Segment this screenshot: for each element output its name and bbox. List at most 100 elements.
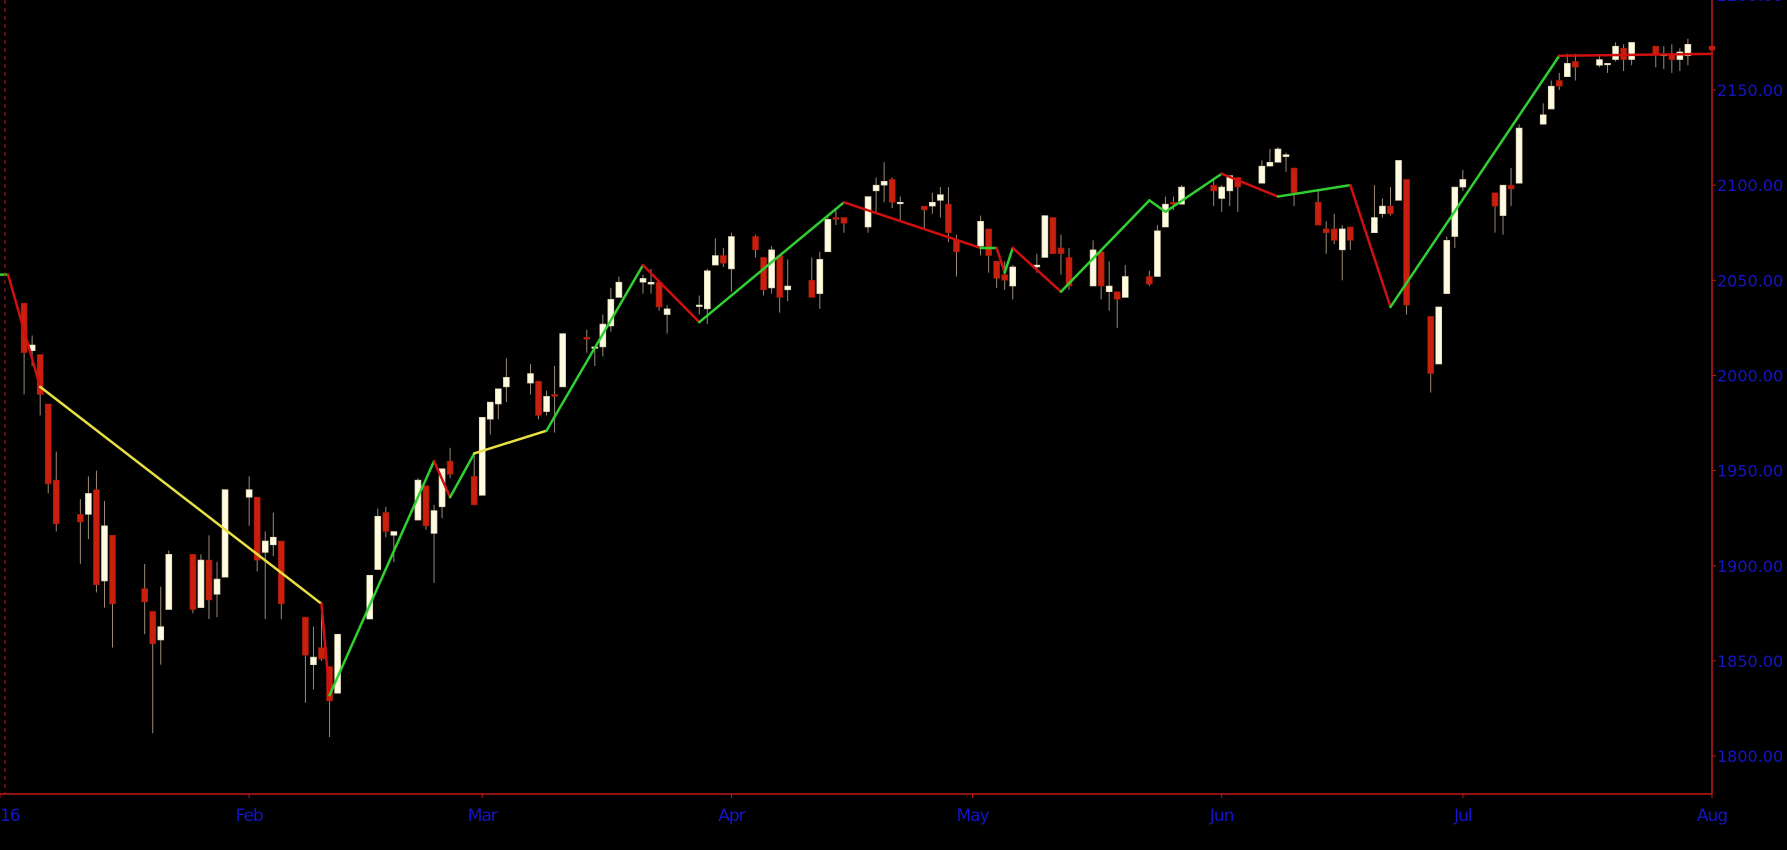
- candle-body-up: [937, 194, 944, 201]
- candle-body-down: [535, 380, 542, 416]
- candle-body-down: [382, 512, 390, 532]
- zigzag-segment-down: [842, 201, 982, 250]
- candle-body-down: [1057, 247, 1065, 254]
- candle: [864, 196, 872, 233]
- candle: [1515, 124, 1523, 184]
- candle: [880, 162, 888, 203]
- candle: [334, 633, 341, 694]
- candle: [213, 561, 221, 618]
- candle-body-down: [189, 554, 197, 610]
- candle-body-down: [1491, 192, 1499, 207]
- candle: [752, 234, 759, 258]
- candle-body-down: [77, 514, 84, 523]
- y-tick-label: 2050.00: [1717, 271, 1783, 290]
- zigzag-segment-up: [448, 452, 476, 499]
- candle: [728, 232, 735, 292]
- candle: [1049, 217, 1057, 254]
- candle-body-up: [503, 377, 510, 388]
- candle-body-up: [977, 221, 984, 247]
- candle-body-up: [1539, 114, 1547, 125]
- candle: [1387, 187, 1394, 216]
- candle-body-up: [1218, 186, 1226, 199]
- candle-body-up: [1282, 154, 1290, 157]
- zigzag-segment-up: [1148, 199, 1167, 214]
- candle: [1539, 103, 1547, 125]
- candle-body-up: [1515, 127, 1523, 184]
- candle-body-down: [1314, 201, 1322, 226]
- candle-body-up: [1274, 148, 1282, 163]
- candle: [85, 476, 92, 540]
- zigzag-segment-down: [6, 273, 42, 389]
- candle-body-up: [663, 308, 671, 315]
- candle-body-up: [695, 304, 703, 307]
- candle-body-down: [993, 260, 1000, 279]
- candle: [149, 611, 157, 734]
- candle-body-down: [1347, 226, 1354, 241]
- candle: [1555, 72, 1563, 90]
- zigzag-segment-down: [1220, 172, 1280, 198]
- zigzag-overlay: [0, 52, 1714, 697]
- candle-body-down: [752, 236, 759, 251]
- candle: [543, 390, 550, 416]
- y-axis: 1800.00 1850.00 1900.00 1950.00 2000.00 2050.…: [1712, 0, 1783, 766]
- candle-body-up: [880, 181, 888, 186]
- candle-body-down: [1049, 217, 1057, 254]
- candle: [808, 257, 816, 298]
- candle-body-down: [302, 616, 309, 656]
- candle: [1282, 152, 1290, 172]
- candle-body-up: [1258, 165, 1266, 184]
- zigzag-segment-down: [432, 459, 452, 499]
- candle: [245, 476, 253, 526]
- candle: [945, 187, 952, 243]
- candle: [784, 259, 791, 302]
- y-tick-label: 2000.00: [1717, 366, 1783, 385]
- candle: [446, 447, 454, 479]
- candle-body-down: [470, 476, 478, 506]
- candle-body-up: [269, 536, 277, 546]
- candle: [1154, 225, 1161, 277]
- candle-body-up: [334, 633, 341, 694]
- x-tick-label: 2016: [0, 806, 20, 826]
- candle: [1113, 291, 1121, 328]
- candle-body-down: [808, 279, 816, 298]
- y-tick-label: 2100.00: [1717, 176, 1783, 195]
- candle: [937, 187, 944, 218]
- candle: [197, 554, 205, 608]
- candle-body-up: [1628, 42, 1635, 60]
- candle-body-down: [655, 281, 663, 308]
- candle: [1435, 306, 1443, 365]
- candle: [1330, 213, 1338, 245]
- candle-body-up: [1395, 160, 1402, 201]
- candle: [663, 305, 671, 334]
- candle-body-up: [1684, 44, 1692, 57]
- candle: [1322, 221, 1330, 254]
- candle: [1338, 225, 1346, 281]
- candle-body-down: [720, 255, 727, 264]
- candle: [840, 217, 848, 233]
- candle-body-down: [1113, 291, 1121, 300]
- candle: [1564, 53, 1571, 77]
- candle: [478, 417, 486, 496]
- zigzag-segment-down: [1011, 246, 1063, 293]
- candle-body-up: [1435, 306, 1443, 365]
- candle-body-up: [615, 281, 623, 298]
- candle-body-up: [559, 333, 566, 388]
- candle-body-up: [213, 578, 221, 595]
- candle-body-up: [245, 489, 253, 498]
- candle: [77, 499, 84, 564]
- candle-body-down: [945, 203, 952, 234]
- candle: [1676, 48, 1684, 71]
- x-tick-label: Jun: [1209, 806, 1234, 826]
- zigzag-segment-up: [1276, 183, 1352, 198]
- x-axis: 2016 Feb Mar Apr May Jun Jul Aug: [0, 794, 1728, 826]
- candle-body-up: [1041, 215, 1049, 258]
- candle-body-up: [165, 554, 173, 610]
- candle-body-down: [1652, 45, 1660, 55]
- candle-body-down: [253, 496, 261, 561]
- y-tick-label: 1800.00: [1717, 747, 1783, 766]
- zigzag-segment-up: [1164, 172, 1223, 214]
- candle-body-up: [1154, 230, 1161, 277]
- candle: [1258, 160, 1266, 184]
- candle: [655, 281, 663, 311]
- candle: [872, 177, 880, 212]
